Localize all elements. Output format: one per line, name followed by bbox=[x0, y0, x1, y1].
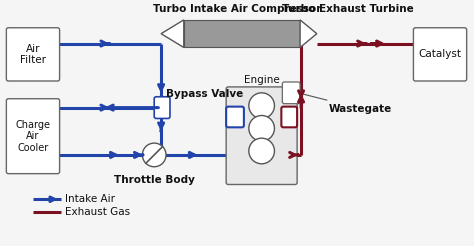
Text: Engine: Engine bbox=[244, 75, 280, 85]
FancyBboxPatch shape bbox=[6, 28, 60, 81]
FancyBboxPatch shape bbox=[226, 107, 244, 127]
FancyBboxPatch shape bbox=[6, 99, 60, 174]
Text: Intake Air: Intake Air bbox=[64, 194, 115, 204]
Circle shape bbox=[142, 143, 166, 167]
Text: Turbo Exhaust Turbine: Turbo Exhaust Turbine bbox=[283, 4, 414, 14]
Text: Exhaust Gas: Exhaust Gas bbox=[64, 207, 130, 217]
Text: Charge
Air
Cooler: Charge Air Cooler bbox=[16, 120, 50, 153]
FancyBboxPatch shape bbox=[413, 28, 466, 81]
Text: Throttle Body: Throttle Body bbox=[114, 175, 195, 185]
Circle shape bbox=[249, 138, 274, 164]
Text: Wastegate: Wastegate bbox=[301, 93, 392, 114]
Circle shape bbox=[249, 93, 274, 119]
FancyBboxPatch shape bbox=[226, 87, 297, 184]
Polygon shape bbox=[161, 20, 184, 47]
FancyBboxPatch shape bbox=[282, 107, 297, 127]
Text: Bypass Valve: Bypass Valve bbox=[166, 89, 243, 99]
Text: Turbo Intake Air Compressor: Turbo Intake Air Compressor bbox=[153, 4, 321, 14]
FancyBboxPatch shape bbox=[283, 82, 300, 104]
Polygon shape bbox=[300, 20, 317, 47]
Circle shape bbox=[249, 115, 274, 141]
Text: Air
Filter: Air Filter bbox=[20, 44, 46, 65]
FancyBboxPatch shape bbox=[154, 97, 170, 119]
Text: Catalyst: Catalyst bbox=[419, 49, 462, 59]
Bar bbox=[184, 20, 300, 47]
